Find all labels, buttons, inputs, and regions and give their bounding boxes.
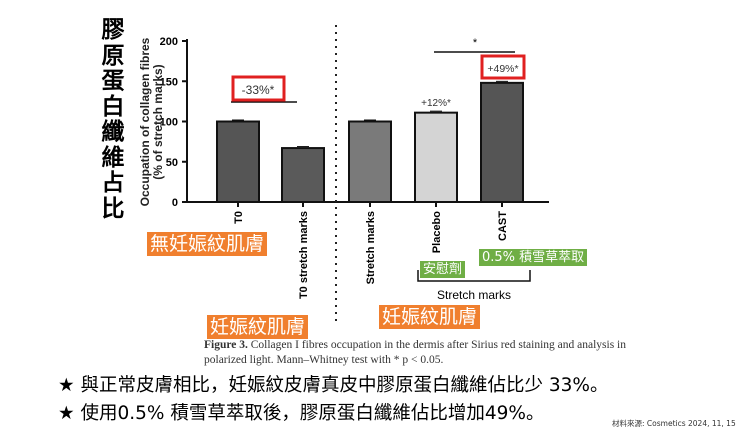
x-tick-label: Placebo xyxy=(431,211,443,253)
label-stretch-right: 妊娠紋肌膚 xyxy=(379,305,481,329)
bar-0 xyxy=(216,120,260,203)
x-tick-label: T0 stretch marks xyxy=(298,211,310,299)
y-tick-label: 0 xyxy=(172,197,178,209)
label-stretch-left: 妊娠紋肌膚 xyxy=(207,315,309,339)
significance-star: * xyxy=(473,37,478,49)
annotation-cast: +49%* xyxy=(487,63,518,75)
source-note: 材料來源: Cosmetics 2024, 11, 15 xyxy=(612,419,736,428)
bar-2 xyxy=(348,120,392,203)
bar-3 xyxy=(414,111,458,203)
vertical-title: 膠原蛋白纖維占比 xyxy=(101,17,125,222)
x-tick-label: Stretch marks xyxy=(365,211,377,284)
label-placebo-zh: 安慰劑 xyxy=(420,261,466,278)
y-tick-label: 200 xyxy=(160,36,178,48)
figure-caption: Figure 3. Collagen I fibres occupation i… xyxy=(204,338,634,368)
y-tick-label: 50 xyxy=(166,157,178,169)
group-label: Stretch marks xyxy=(437,288,511,302)
highlight-box xyxy=(231,75,286,102)
highlight-box xyxy=(480,54,526,80)
y-tick-label: 100 xyxy=(160,117,178,129)
label-cast-zh: 0.5% 積雪草萃取 xyxy=(479,249,588,266)
annotation-t0-diff: -33%* xyxy=(242,83,275,97)
x-tick-label: T0 xyxy=(233,211,245,224)
bullet-1: ★ 與正常皮膚相比，妊娠紋皮膚真皮中膠原蛋白纖維佔比少 33%。 xyxy=(58,375,609,396)
group-bracket xyxy=(417,270,531,282)
caption-text: Collagen I fibres occupation in the derm… xyxy=(204,339,627,366)
annotation-placebo: +12%* xyxy=(421,98,451,109)
bar-4 xyxy=(480,81,524,203)
x-tick-label: CAST xyxy=(497,211,509,241)
label-no-stretch: 無妊娠紋肌膚 xyxy=(147,232,268,256)
bar-1 xyxy=(281,147,325,204)
bullet-2: ★ 使用0.5% 積雪草萃取後，膠原蛋白纖維佔比增加49%。 xyxy=(58,403,545,424)
y-tick-label: 150 xyxy=(160,76,178,88)
caption-figure-number: Figure 3. xyxy=(204,339,248,351)
